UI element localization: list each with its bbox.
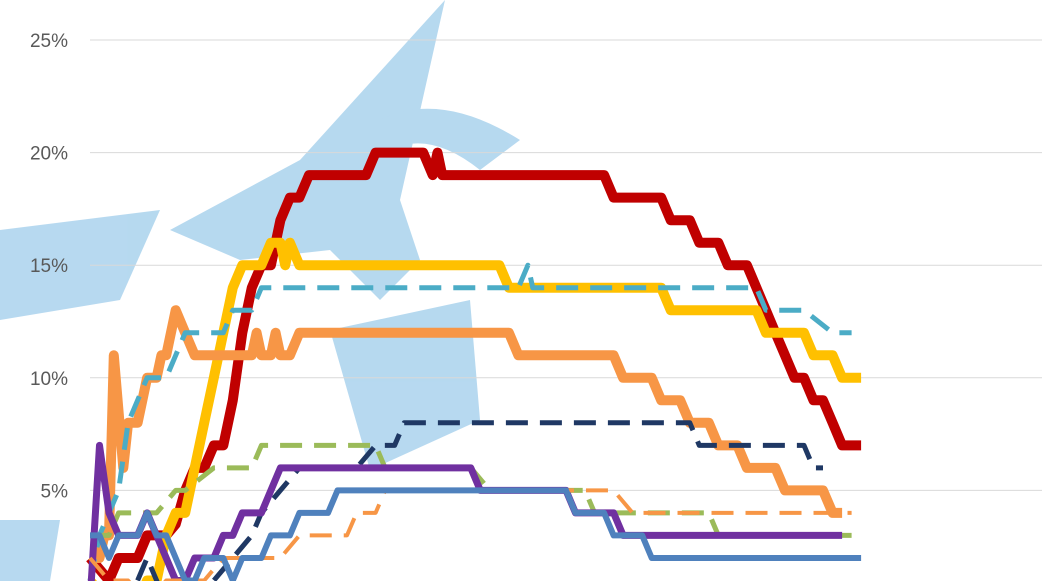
y-tick-label: 5%	[41, 481, 69, 502]
y-tick-label: 15%	[30, 256, 68, 277]
y-tick-label: 10%	[30, 369, 68, 390]
y-tick-label: 20%	[30, 144, 68, 165]
series-line-4	[87, 262, 852, 581]
series-line-1	[86, 147, 862, 581]
y-tick-label: 25%	[30, 31, 68, 52]
series-line-2	[89, 237, 862, 581]
watermark	[0, 0, 520, 581]
y-axis-labels: 5% 10% 15% 20% 25%	[30, 31, 68, 502]
series-line-9	[90, 487, 862, 581]
series-lines	[86, 147, 862, 581]
